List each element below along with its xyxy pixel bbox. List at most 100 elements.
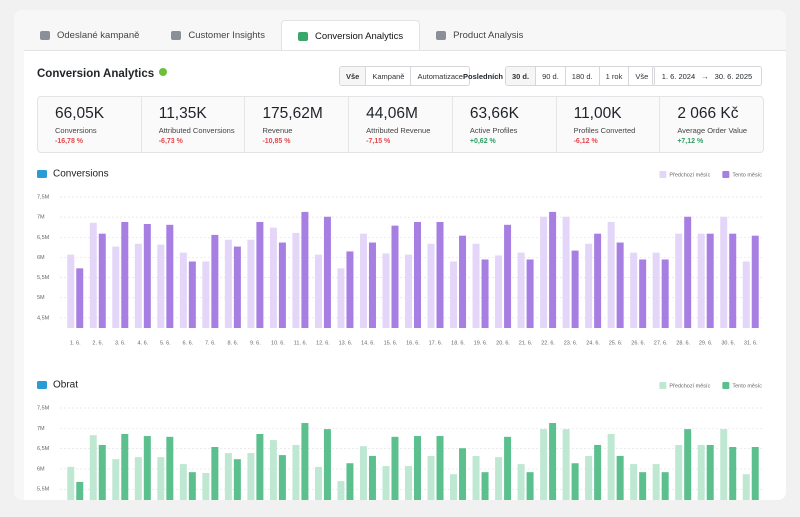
bar	[112, 459, 120, 500]
x-tick-label: 31. 6.	[744, 340, 758, 346]
x-tick-label: 22. 6.	[541, 340, 555, 346]
tab[interactable]: Odeslané kampaně	[24, 20, 155, 50]
bar	[202, 472, 210, 500]
period-option[interactable]: 180 d.	[564, 67, 599, 85]
bar	[517, 252, 525, 328]
tab-label[interactable]: Customer Insights	[188, 29, 265, 41]
tab-label[interactable]: Odeslané kampaně	[57, 29, 140, 41]
legend-swatch	[722, 382, 730, 389]
periods: 30 d. 90 d. 180 d. 1 rok Vše	[505, 66, 656, 86]
y-tick-label: 7,5M	[37, 194, 50, 200]
chart: Obrat Tento měsíc Předchozí měsíc 5,5M 6M 6,5…	[37, 380, 762, 500]
x-tick-label: 15. 6.	[384, 340, 398, 346]
bar	[211, 446, 219, 500]
bar	[540, 429, 548, 500]
y-tick-label: 5,5M	[37, 487, 50, 493]
period-option[interactable]: Vše	[628, 67, 654, 85]
bar	[414, 436, 421, 500]
bar	[630, 464, 638, 500]
arrow: →	[701, 71, 709, 81]
bar	[188, 472, 196, 500]
x-tick-label: 5. 6.	[160, 340, 171, 346]
bar	[337, 268, 345, 328]
bar	[179, 464, 187, 500]
bar	[495, 457, 503, 500]
period-option[interactable]: 1 rok	[598, 67, 629, 85]
x-tick-label: 17. 6.	[429, 340, 443, 346]
bar	[224, 239, 232, 328]
legend-label: Tento měsíc	[732, 383, 762, 389]
bar	[76, 481, 84, 500]
tab[interactable]: Product Analysis	[420, 20, 539, 50]
bar	[562, 429, 570, 500]
x-tick-label: 24. 6.	[586, 340, 600, 346]
bar	[427, 455, 435, 500]
bar	[517, 464, 525, 500]
tab-label[interactable]: Conversion Analytics	[314, 30, 404, 42]
help-icon[interactable]	[159, 68, 168, 76]
bar	[134, 243, 142, 328]
bar	[247, 239, 255, 328]
kpi: 66,05K Conversions -16,78 %	[38, 97, 141, 152]
filter-option[interactable]: Vše	[340, 67, 366, 85]
bar	[233, 459, 241, 500]
charts: Conversions Tento měsíc Předchozí měsíc 4,5…	[37, 169, 762, 500]
bar	[134, 457, 142, 500]
bar	[562, 216, 570, 328]
y-tick-label: 7M	[37, 215, 45, 221]
legend-swatch	[659, 382, 667, 389]
bar	[391, 436, 399, 500]
bar	[675, 444, 683, 500]
icon	[436, 30, 447, 40]
bar	[98, 233, 106, 328]
title: Conversion Analytics	[37, 68, 155, 80]
bar	[729, 233, 737, 328]
bar	[436, 436, 444, 500]
legend-label: Předchozí měsíc	[669, 172, 710, 178]
bar	[427, 243, 435, 328]
bar	[639, 259, 647, 328]
date-range[interactable]: 1. 6. 2024 → 30. 6. 2025	[652, 66, 762, 86]
tab[interactable]: Customer Insights	[155, 20, 281, 50]
bar	[504, 224, 512, 328]
x-tick-label: 2. 6.	[92, 340, 103, 346]
bar	[368, 242, 376, 328]
legend-label: Tento měsíc	[732, 172, 762, 178]
tab[interactable]: Conversion Analytics	[280, 20, 421, 51]
bar	[652, 464, 660, 500]
bar	[630, 252, 638, 328]
date-from: 1. 6. 2024	[661, 71, 696, 81]
bar	[436, 221, 444, 328]
bar	[661, 472, 669, 500]
legend-swatch	[722, 171, 730, 178]
period-option[interactable]: 30 d.	[506, 67, 536, 85]
tab-label[interactable]: Product Analysis	[453, 29, 524, 41]
period-option[interactable]: 90 d.	[535, 67, 565, 85]
kpi-label: Active Profiles	[469, 126, 518, 135]
kpi-change: -6,12 %	[573, 138, 598, 145]
bar	[143, 436, 151, 500]
kpi-label: Average Order Value	[677, 126, 748, 135]
x-tick-label: 16. 6.	[406, 340, 420, 346]
bar	[472, 243, 480, 328]
date-to: 30. 6. 2025	[714, 71, 753, 81]
filter-option[interactable]: Automatizace	[410, 67, 468, 85]
y-tick-label: 6,5M	[37, 235, 50, 241]
bar	[504, 436, 512, 500]
bar	[549, 423, 557, 500]
y-tick-label: 4,5M	[37, 315, 50, 321]
kpi-value: 175,62M	[262, 105, 323, 122]
filter: Vše Kampaně Automatizace	[339, 66, 470, 86]
filter-option[interactable]: Kampaně	[365, 67, 410, 85]
x-tick-label: 27. 6.	[654, 340, 668, 346]
y-tick-label: 6M	[37, 466, 45, 472]
bar	[256, 221, 264, 328]
kpi-value: 2 066 Kč	[677, 105, 739, 122]
bar	[314, 254, 322, 328]
bar	[594, 233, 602, 328]
bar	[571, 250, 579, 328]
bar	[292, 232, 300, 328]
bar	[382, 466, 390, 500]
y-tick-label: 6,5M	[37, 446, 50, 452]
